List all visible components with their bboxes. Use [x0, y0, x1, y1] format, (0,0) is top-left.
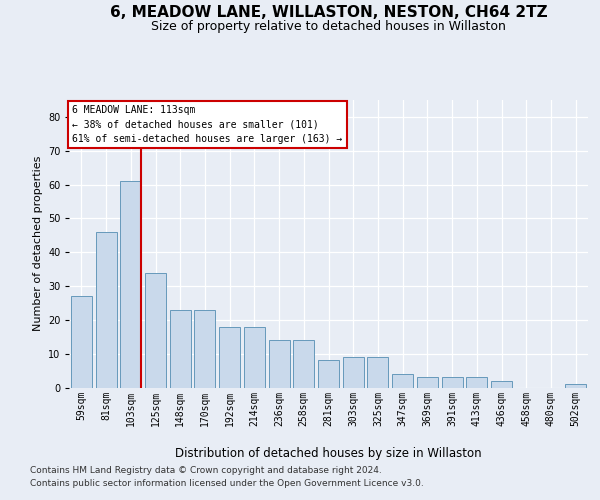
- Bar: [466, 378, 487, 388]
- Bar: [170, 310, 191, 388]
- Bar: [120, 181, 141, 388]
- Text: 6 MEADOW LANE: 113sqm
← 38% of detached houses are smaller (101)
61% of semi-det: 6 MEADOW LANE: 113sqm ← 38% of detached …: [72, 105, 342, 144]
- Bar: [145, 272, 166, 388]
- Bar: [244, 326, 265, 388]
- Bar: [343, 357, 364, 388]
- Text: 6, MEADOW LANE, WILLASTON, NESTON, CH64 2TZ: 6, MEADOW LANE, WILLASTON, NESTON, CH64 …: [110, 5, 548, 20]
- Bar: [293, 340, 314, 388]
- Bar: [269, 340, 290, 388]
- Bar: [491, 380, 512, 388]
- Bar: [95, 232, 116, 388]
- Bar: [392, 374, 413, 388]
- Bar: [71, 296, 92, 388]
- Bar: [318, 360, 339, 388]
- Bar: [417, 378, 438, 388]
- Bar: [194, 310, 215, 388]
- Bar: [442, 378, 463, 388]
- Text: Size of property relative to detached houses in Willaston: Size of property relative to detached ho…: [151, 20, 506, 33]
- Y-axis label: Number of detached properties: Number of detached properties: [33, 156, 43, 332]
- Text: Contains HM Land Registry data © Crown copyright and database right 2024.: Contains HM Land Registry data © Crown c…: [30, 466, 382, 475]
- Text: Contains public sector information licensed under the Open Government Licence v3: Contains public sector information licen…: [30, 479, 424, 488]
- Text: Distribution of detached houses by size in Willaston: Distribution of detached houses by size …: [175, 446, 482, 460]
- Bar: [565, 384, 586, 388]
- Bar: [219, 326, 240, 388]
- Bar: [367, 357, 388, 388]
